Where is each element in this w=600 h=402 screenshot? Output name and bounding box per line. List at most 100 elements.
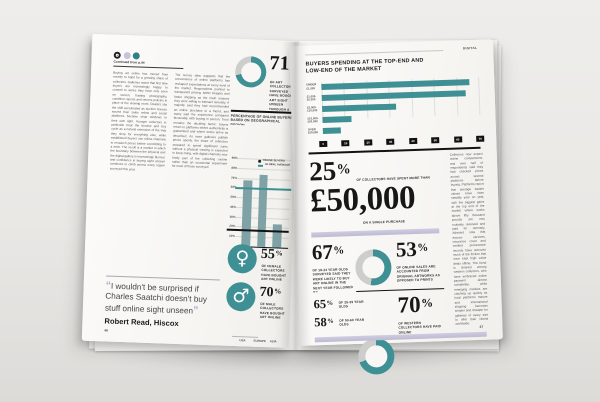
stat-67-number: 67: [311, 239, 334, 265]
y-axis-label: 90%: [231, 155, 238, 161]
stat-55-number: 55: [260, 246, 276, 263]
stat-25-value: 25%: [309, 156, 351, 187]
magazine-left-page: Continued from p.44 Buying art online ha…: [81, 33, 301, 348]
dot-legend-marker-icon: [258, 159, 262, 163]
donut-chart-71: [234, 55, 267, 88]
brand-dot-lavender-icon: [123, 51, 131, 60]
stat-67-caption: OF 18-24 YEAR OLDS SURVEYED SAID THEY WE…: [312, 267, 354, 292]
stat-55-unit: %: [275, 249, 283, 258]
x-tick-label: 50: [431, 137, 440, 143]
x-axis-label: ASIA: [269, 339, 277, 344]
kicker: Continued from p.44: [113, 59, 184, 69]
stat-65-caption: OF 25-39 YEAR OLDS: [338, 299, 364, 310]
body-column-2: The survey data suggests that the conven…: [171, 72, 231, 170]
y-axis-label: 80%: [231, 165, 238, 170]
legend-label: GLOBAL AVERAGE: [264, 163, 291, 168]
y-axis-label: 50%: [230, 194, 237, 200]
female-icon: ♀: [234, 246, 250, 270]
spend-chart-title: BUYERS SPENDING AT THE TOP-END AND LOW-E…: [305, 57, 424, 75]
lavender-divider: [311, 228, 440, 237]
stat-70-number: 70: [397, 291, 422, 318]
stat-65-number: 65: [313, 296, 327, 312]
region-bar: [256, 174, 268, 248]
body-column-1: Buying art online has moved from novelty…: [109, 70, 169, 172]
stat-65-unit: %: [326, 299, 334, 308]
spend-bar: [322, 103, 397, 112]
stat-55-value: 55%: [260, 246, 283, 263]
stat-70-male-value: 70%: [259, 284, 282, 301]
stat-70-male-unit: %: [273, 287, 282, 296]
section-label: DIGITAL: [462, 45, 478, 50]
spend-bar: [322, 116, 352, 124]
stat-58-value: 58%: [313, 314, 334, 330]
stat-67-value: 67%: [311, 239, 345, 265]
brand-dot-teal-icon: [132, 52, 140, 60]
stat-70-unit: %: [420, 295, 434, 310]
bar-track: [322, 123, 480, 135]
stat-amount-caption: ON A SINGLE PURCHASE: [362, 219, 406, 225]
x-tick-label: 40: [408, 137, 418, 144]
donut-chart-53: [354, 248, 392, 286]
row-label: £10,000-£50,000: [307, 116, 319, 124]
x-axis-label: EUROPE: [253, 338, 266, 344]
x-tick-label: 70: [476, 135, 485, 142]
magazine-right-page: DIGITAL BUYERS SPENDING AT THE TOP-END A…: [289, 39, 503, 375]
quote-body: I wouldn't be surprised if Charles Saatc…: [104, 281, 208, 316]
close-quote-mark: ”: [192, 304, 199, 317]
page-number-left: 46: [104, 328, 108, 333]
body-column-right: Collectors now expect online comparisons…: [449, 151, 489, 327]
row-label: UNDER £1,000: [306, 82, 317, 91]
donut-hole: [240, 61, 262, 83]
stat-25-unit: %: [336, 160, 351, 178]
stat-58-caption: OF 50-60 YEAR OLDS: [339, 317, 365, 328]
donut-hole: [365, 344, 388, 368]
x-tick-label: 30: [386, 138, 395, 145]
stat-53-value: 53%: [395, 236, 429, 262]
y-axis-label: 20%: [229, 224, 236, 229]
stat-53-unit: %: [417, 241, 429, 255]
region-chart-categories: USA EUROPE ASIA: [232, 338, 285, 346]
stat-70-male-number: 70: [259, 284, 274, 301]
region-chart-legend: ONLINE BUYERS GLOBAL AVERAGE: [258, 159, 291, 170]
x-tick-label: 0: [319, 140, 328, 147]
stat-55-caption: OF FEMALE COLLECTORS HAVE BOUGHT ART ONL…: [260, 263, 287, 281]
line-legend-marker-icon: [258, 164, 264, 167]
spend-chart-rows: UNDER £1,000 £1,000-£5,000 £5,000-£10,000 £…: [306, 76, 480, 140]
quote-text: “I wouldn't be surprised if Charles Saat…: [104, 279, 220, 317]
stat-58-unit: %: [327, 317, 334, 326]
region-bar: [272, 223, 282, 248]
stat-53-caption: OF ONLINE SALES ARE ACCOUNTED FROM ORIGI…: [396, 264, 441, 284]
x-tick-label: 10: [341, 140, 350, 146]
female-circle: ♀: [227, 243, 258, 274]
row-label: £1,000-£5,000: [306, 93, 317, 102]
region-chart-title: PERCENTAGE OF ONLINE BUYERS BASED ON GEO…: [230, 113, 293, 127]
row-label: OVER £50,000: [307, 127, 319, 135]
stat-70-male-caption: OF MALE COLLECTORS HAVE BOUGHT ART ONLIN…: [259, 301, 285, 319]
spend-chart: UNDER £1,000 £1,000-£5,000 £5,000-£10,000 £…: [306, 76, 480, 140]
stat-71-number: 71: [269, 52, 290, 75]
legend-item: GLOBAL AVERAGE: [258, 163, 291, 168]
stat-65-value: 65%: [313, 296, 334, 312]
stat-amount: £50,000: [309, 179, 416, 220]
region-chart-plot: 90% 80% 70% 60% 50% 40% 30% 20% 10% ONLINE BUYERS…: [229, 155, 292, 249]
section-rule: [305, 49, 444, 56]
brand-dot-dark-icon: [113, 51, 121, 59]
pull-quote: “I wouldn't be surprised if Charles Saat…: [104, 275, 220, 330]
stat-53-number: 53: [395, 236, 418, 262]
quote-attribution: Robert Read, Hiscox: [104, 316, 179, 328]
page-number-right: 47: [479, 324, 484, 329]
x-axis-label: USA: [239, 338, 246, 343]
male-icon: ♂: [232, 284, 250, 308]
x-tick-label: 20: [364, 139, 373, 146]
x-tick-label: 60: [453, 136, 462, 143]
stat-58-number: 58: [313, 314, 327, 330]
y-axis-label: 70%: [230, 175, 238, 180]
y-axis-label: 30%: [229, 214, 236, 219]
stat-67-unit: %: [333, 244, 345, 257]
male-circle: ♂: [225, 281, 256, 312]
donut-hole: [362, 256, 385, 279]
y-axis-label: 10%: [228, 233, 236, 239]
y-axis-label: 40%: [229, 204, 237, 209]
row-label: £5,000-£10,000: [306, 104, 318, 113]
